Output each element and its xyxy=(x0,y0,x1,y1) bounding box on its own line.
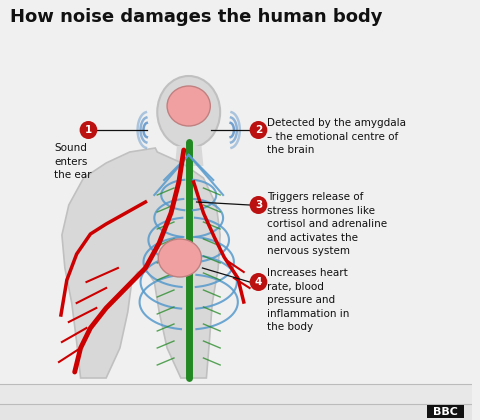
Text: Triggers release of
stress hormones like
cortisol and adrenaline
and activates t: Triggers release of stress hormones like… xyxy=(267,192,387,256)
Text: Over time the risk of heart attack, stroke and death increases: Over time the risk of heart attack, stro… xyxy=(10,389,362,399)
Circle shape xyxy=(250,273,267,291)
Text: How noise damages the human body: How noise damages the human body xyxy=(10,8,383,26)
Text: 4: 4 xyxy=(255,277,262,287)
Circle shape xyxy=(80,121,97,139)
Text: 1: 1 xyxy=(85,125,92,135)
Circle shape xyxy=(250,196,267,214)
Bar xyxy=(427,405,464,418)
Text: Increases heart
rate, blood
pressure and
inflammation in
the body: Increases heart rate, blood pressure and… xyxy=(267,268,350,332)
Text: 2: 2 xyxy=(255,125,262,135)
Bar xyxy=(0,404,472,420)
Ellipse shape xyxy=(158,239,202,277)
Polygon shape xyxy=(62,148,220,378)
Polygon shape xyxy=(175,146,204,166)
Ellipse shape xyxy=(167,86,210,126)
Bar xyxy=(0,384,472,404)
Text: Source: Getty: Source: Getty xyxy=(10,407,82,417)
Circle shape xyxy=(250,121,267,139)
Ellipse shape xyxy=(157,76,220,148)
Text: Sound
enters
the ear: Sound enters the ear xyxy=(54,143,92,180)
Text: 3: 3 xyxy=(255,200,262,210)
Text: Detected by the amygdala
– the emotional centre of
the brain: Detected by the amygdala – the emotional… xyxy=(267,118,407,155)
Text: BBC: BBC xyxy=(433,407,457,417)
